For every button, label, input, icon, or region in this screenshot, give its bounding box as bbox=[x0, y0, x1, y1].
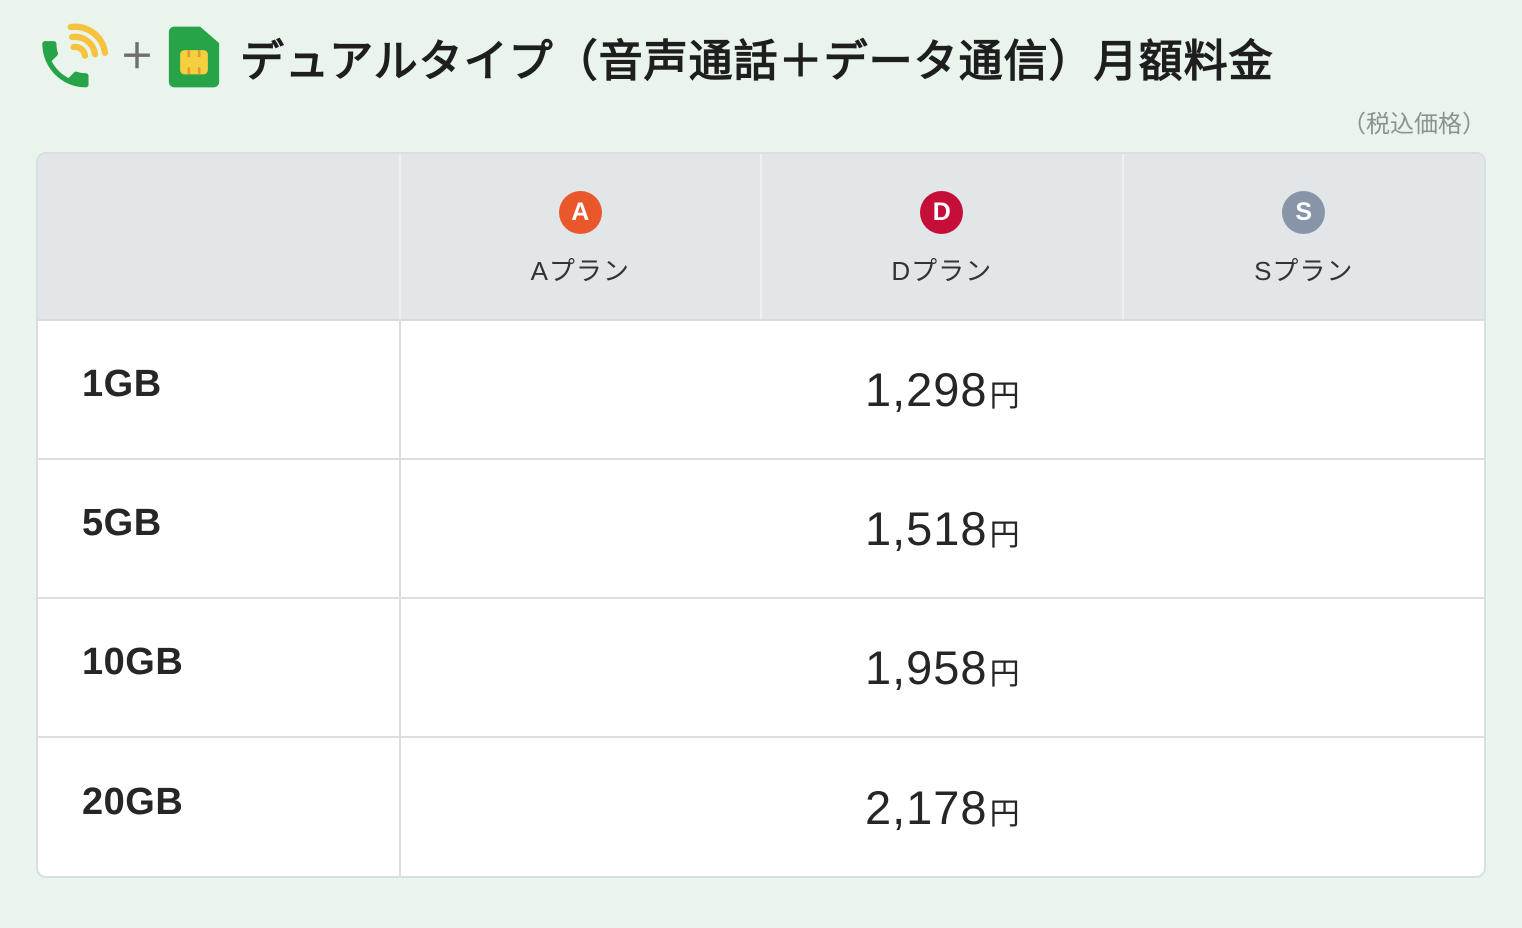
table-row-5gb: 5GB 1,518円 bbox=[38, 458, 1484, 598]
capacity-cell: 10GB bbox=[38, 597, 401, 737]
column-header-plan-a: A Aプラン bbox=[398, 154, 761, 321]
price-value: 1,958 bbox=[864, 641, 988, 694]
page-header: ＋ デュアルタイプ（音声通話＋データ通信）月額料金 bbox=[32, 20, 1486, 94]
table-row-10gb: 10GB 1,958円 bbox=[38, 597, 1484, 737]
price-unit: 円 bbox=[989, 797, 1020, 831]
table-row-20gb: 20GB 2,178円 bbox=[38, 736, 1484, 876]
price-value: 1,518 bbox=[864, 502, 988, 555]
price-cell: 2,178円 bbox=[399, 736, 1484, 876]
table-header-row: A Aプラン D Dプラン S Sプラン bbox=[38, 154, 1485, 321]
column-header-plan-s: S Sプラン bbox=[1121, 154, 1485, 321]
plan-s-header: S Sプラン bbox=[1124, 185, 1485, 288]
capacity-cell: 5GB bbox=[38, 458, 401, 598]
price-cell: 1,958円 bbox=[399, 597, 1484, 737]
plan-a-label: Aプラン bbox=[530, 256, 630, 286]
tax-note: （税込価格） bbox=[1342, 111, 1486, 138]
phone-call-icon bbox=[42, 23, 109, 88]
corner-cell bbox=[38, 154, 400, 321]
plan-a-badge-icon: A bbox=[558, 191, 602, 234]
plus-sign: ＋ bbox=[120, 38, 154, 76]
price-cell: 1,518円 bbox=[399, 458, 1484, 598]
price-value: 2,178 bbox=[864, 780, 988, 834]
table-row-1gb: 1GB 1,298円 bbox=[38, 320, 1484, 459]
capacity-cell: 20GB bbox=[38, 736, 401, 876]
page-root: ＋ デュアルタイプ（音声通話＋データ通信）月額料金 （税込価格） A Aプラン bbox=[32, 20, 1486, 878]
plan-s-label: Sプラン bbox=[1254, 256, 1354, 286]
capacity-cell: 1GB bbox=[38, 320, 401, 459]
plan-d-badge-icon: D bbox=[920, 191, 964, 234]
pricing-table-container: A Aプラン D Dプラン S Sプラン bbox=[36, 152, 1486, 878]
plan-s-badge-icon: S bbox=[1282, 191, 1326, 234]
plan-d-label: Dプラン bbox=[891, 256, 993, 286]
price-cell: 1,298円 bbox=[400, 320, 1485, 459]
price-unit: 円 bbox=[989, 380, 1020, 413]
price-unit: 円 bbox=[989, 519, 1020, 552]
sim-card-icon bbox=[168, 26, 220, 88]
plan-a-header: A Aプラン bbox=[401, 185, 761, 288]
page-title: デュアルタイプ（音声通話＋データ通信）月額料金 bbox=[240, 37, 1274, 86]
price-unit: 円 bbox=[989, 658, 1020, 691]
pricing-table: A Aプラン D Dプラン S Sプラン bbox=[38, 154, 1484, 876]
plan-d-header: D Dプラン bbox=[762, 185, 1122, 288]
price-value: 1,298 bbox=[864, 363, 988, 416]
column-header-plan-d: D Dプラン bbox=[760, 154, 1123, 321]
